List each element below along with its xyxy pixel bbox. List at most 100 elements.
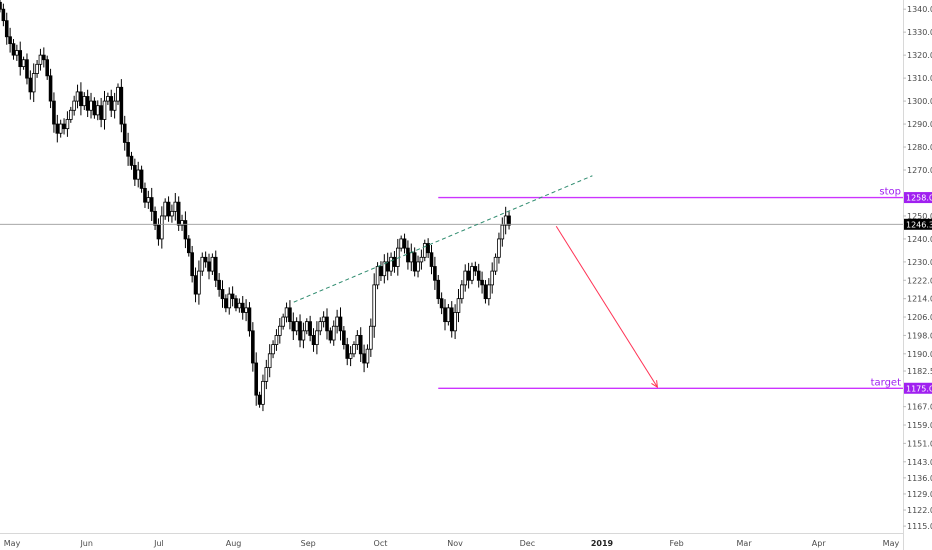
candle-body <box>55 123 60 134</box>
candle <box>95 100 100 121</box>
candle <box>133 158 137 186</box>
price-tick-label: 1250.00 <box>907 212 932 221</box>
candle <box>456 289 461 323</box>
candle-body <box>25 59 29 79</box>
candle-body <box>106 96 110 102</box>
candle <box>406 240 410 270</box>
candle-body <box>186 238 191 254</box>
candle-body <box>345 344 350 359</box>
candle-body <box>274 335 279 346</box>
stop-label: stop <box>879 187 901 198</box>
candle-body <box>28 77 33 93</box>
candle <box>21 56 26 70</box>
chart-area <box>0 0 904 550</box>
candle <box>490 262 494 294</box>
candle <box>281 313 285 330</box>
candle <box>443 299 447 331</box>
time-tick-label: Mar <box>737 539 753 548</box>
candle-body <box>446 307 451 323</box>
candle-body <box>500 224 505 240</box>
candle-body <box>308 321 312 336</box>
candle-body <box>325 316 329 332</box>
price-tick-label: 1230.00 <box>907 258 932 267</box>
candle <box>183 211 188 249</box>
candle-body <box>95 105 100 116</box>
candle-body <box>304 321 309 332</box>
candle-body <box>379 266 383 277</box>
candle-body <box>328 330 333 341</box>
candle <box>136 161 141 188</box>
candle-body <box>409 252 414 263</box>
candle <box>240 296 245 320</box>
candle <box>75 84 80 109</box>
candle <box>352 341 356 358</box>
candle <box>173 193 178 221</box>
candle <box>68 106 73 123</box>
candle-body <box>207 261 211 272</box>
candle-body <box>139 169 144 189</box>
candle <box>372 273 377 338</box>
candle-body <box>419 256 424 263</box>
candle-body <box>38 54 43 65</box>
candle-body <box>358 335 363 355</box>
candle <box>4 12 9 45</box>
candle <box>1 3 6 27</box>
candle <box>85 89 90 118</box>
candlestick-series <box>0 0 511 412</box>
candle-body <box>166 201 171 217</box>
candle-body <box>200 256 205 272</box>
candle-body <box>392 256 397 267</box>
stop-badge <box>904 192 932 204</box>
candle-body <box>89 100 93 111</box>
candle <box>116 83 120 105</box>
candle-body <box>456 298 461 313</box>
candle-body <box>4 20 9 38</box>
time-tick-label: May <box>4 539 21 548</box>
candle-body <box>257 394 262 405</box>
candle-body <box>92 100 97 116</box>
current-price-badge-label: 1246.37 <box>906 220 932 229</box>
candle-body <box>480 279 484 286</box>
candle-body <box>375 266 380 286</box>
candle-body <box>237 302 242 309</box>
candle-body <box>18 50 23 68</box>
candle-body <box>85 96 90 111</box>
candle <box>419 249 424 270</box>
candle-body <box>473 266 478 272</box>
candle-body <box>116 86 120 102</box>
candle <box>311 328 316 352</box>
candle-body <box>460 284 464 300</box>
price-tick-label: 1129.00 <box>907 490 932 499</box>
candle-body <box>315 330 319 346</box>
candle-body <box>129 155 134 166</box>
candle-body <box>109 96 114 111</box>
candle-body <box>153 210 157 226</box>
candle <box>298 314 302 348</box>
candle-body <box>247 307 252 332</box>
stop-badge-label: 1258.00 <box>906 194 932 203</box>
candle <box>345 337 350 366</box>
candle <box>180 214 184 231</box>
candle <box>439 292 444 315</box>
candle <box>348 346 353 367</box>
price-tick-label: 1115.00 <box>907 522 932 531</box>
candle <box>453 304 457 340</box>
time-tick-label: May <box>883 539 900 548</box>
candle-body <box>483 284 488 300</box>
candle <box>89 92 93 119</box>
candle-body <box>321 316 326 323</box>
candle <box>294 317 299 336</box>
candle-body <box>264 367 269 382</box>
candle <box>139 165 144 193</box>
price-tick-label: 1330.00 <box>907 28 932 37</box>
candle <box>328 327 333 344</box>
candle <box>217 273 221 297</box>
candle <box>308 315 312 342</box>
price-tick-label: 1290.00 <box>907 120 932 129</box>
candle <box>106 92 110 105</box>
candle <box>288 300 292 330</box>
candle <box>52 92 56 133</box>
candle <box>102 90 107 130</box>
candle <box>284 302 289 323</box>
